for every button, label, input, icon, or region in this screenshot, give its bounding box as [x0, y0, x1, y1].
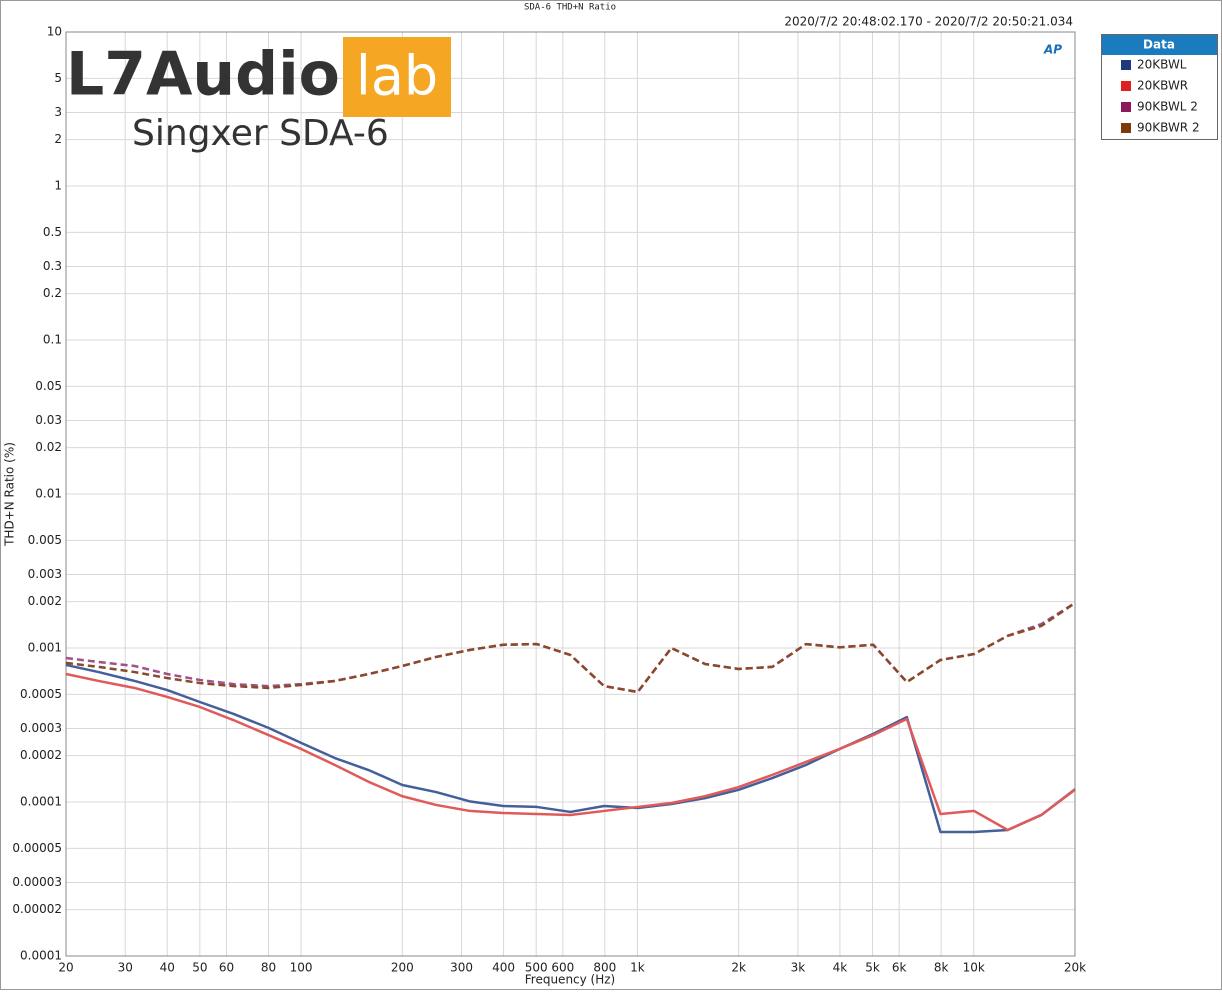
x-tick-label: 500	[525, 961, 548, 975]
lines	[65, 601, 1076, 834]
legend-swatch	[1121, 102, 1131, 112]
x-tick-label: 50	[192, 961, 207, 975]
x-tick-label: 100	[290, 961, 313, 975]
y-tick-label: 0.0005	[20, 687, 62, 701]
y-tick-label: 1	[54, 179, 62, 193]
x-tick-label: 300	[450, 961, 473, 975]
timestamp: 2020/7/2 20:48:02.170 - 2020/7/2 20:50:2…	[784, 15, 1073, 29]
legend-label: 90KBWL 2	[1137, 100, 1198, 114]
legend-label: 20KBWR	[1137, 79, 1188, 93]
y-tick-label: 2	[54, 132, 62, 146]
watermark-badge: lab	[356, 45, 438, 108]
legend-items: 20KBWL 20KBWR 90KBWL 2 90KBWR 2	[1121, 58, 1200, 135]
x-tick-label: 2k	[731, 961, 746, 975]
x-tick-label: 3k	[791, 961, 806, 975]
x-axis-title: Frequency (Hz)	[525, 973, 616, 987]
y-tick-label: 0.00005	[12, 841, 62, 855]
y-tick-label: 0.0003	[20, 721, 62, 735]
x-tick-label: 6k	[892, 961, 907, 975]
x-tick-label: 5k	[865, 961, 880, 975]
y-tick-label: 0.0001	[20, 795, 62, 809]
legend-title: Data	[1143, 38, 1175, 52]
chart-title: SDA-6 THD+N Ratio	[524, 3, 616, 13]
x-tick-label: 1k	[630, 961, 645, 975]
legend-swatch	[1121, 81, 1131, 91]
watermark: L7Audio lab Singxer SDA-6	[66, 37, 451, 154]
legend: Data 20KBWL 20KBWR 90KBWL 2 90KBWR 2	[1101, 34, 1218, 140]
series-line	[65, 663, 1076, 834]
x-tick-label: 30	[118, 961, 133, 975]
x-tick-label: 40	[160, 961, 175, 975]
legend-label: 20KBWL	[1137, 58, 1187, 72]
x-tick-label: 200	[391, 961, 414, 975]
y-tick-label: 0.5	[43, 225, 62, 239]
x-tick-label: 60	[219, 961, 234, 975]
y-tick-label: 0.00003	[12, 875, 62, 889]
series-line	[65, 601, 1076, 694]
legend-header	[1102, 35, 1217, 55]
watermark-brand: L7Audio	[66, 40, 340, 110]
y-tick-label: 10	[47, 25, 62, 39]
x-tick-label: 400	[492, 961, 515, 975]
y-tick-label: 3	[54, 105, 62, 119]
y-tick-label: 0.001	[28, 641, 62, 655]
y-tick-label: 0.005	[28, 533, 62, 547]
y-tick-label: 0.00002	[12, 902, 62, 916]
x-tick-label: 80	[261, 961, 276, 975]
y-tick-label: 0.0001	[20, 949, 62, 963]
y-tick-label: 0.002	[28, 594, 62, 608]
y-tick-label: 0.01	[35, 487, 62, 501]
y-tick-label: 0.05	[35, 379, 62, 393]
x-tick-label: 20	[58, 961, 73, 975]
legend-label: 90KBWR 2	[1137, 121, 1200, 135]
plot-border	[65, 31, 1076, 957]
watermark-subtitle: Singxer SDA-6	[132, 113, 389, 154]
y-tick-label: 5	[54, 71, 62, 85]
y-tick-label: 0.2	[43, 286, 62, 300]
x-tick-label: 800	[593, 961, 616, 975]
x-tick-label: 4k	[833, 961, 848, 975]
y-tick-label: 0.0002	[20, 748, 62, 762]
y-tick-label: 0.3	[43, 259, 62, 273]
x-tick-label: 600	[551, 961, 574, 975]
x-tick-label: 10k	[963, 961, 985, 975]
y-axis-title: THD+N Ratio (%)	[3, 442, 17, 547]
logo: AP	[1043, 43, 1062, 57]
legend-swatch	[1121, 123, 1131, 133]
y-tick-label: 0.003	[28, 567, 62, 581]
legend-swatch	[1121, 60, 1131, 70]
badge-bg	[343, 37, 451, 117]
x-tick-label: 20k	[1064, 961, 1086, 975]
series-line	[65, 672, 1076, 832]
y-tick-label: 0.02	[35, 440, 62, 454]
y-tick-label: 0.1	[43, 333, 62, 347]
x-tick-label: 8k	[934, 961, 949, 975]
y-tick-label: 0.03	[35, 413, 62, 427]
